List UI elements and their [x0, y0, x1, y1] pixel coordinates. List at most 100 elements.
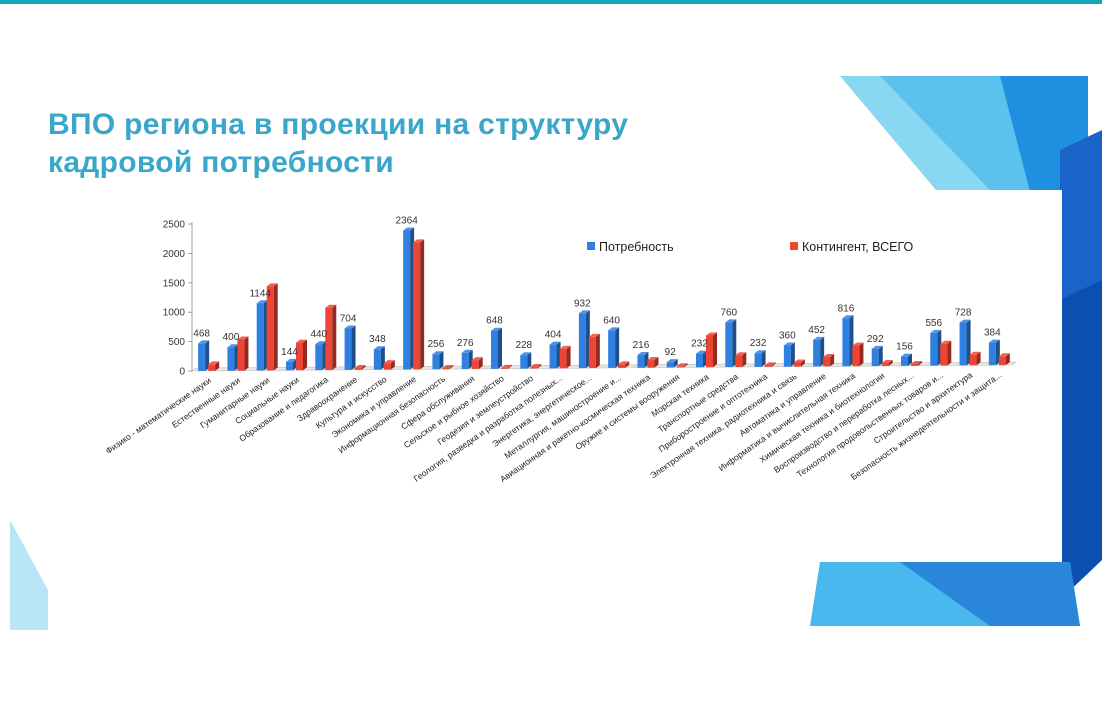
- bar-need-11: [491, 330, 498, 369]
- bar-contingent-22: [823, 356, 831, 367]
- bar-side-contingent-7: [390, 360, 395, 370]
- bar-side-contingent-4: [303, 339, 307, 371]
- bar-need-6: [344, 328, 352, 370]
- bar-top-contingent-3: [266, 283, 278, 287]
- bar-contingent-18: [706, 335, 713, 368]
- bar-side-contingent-13: [566, 345, 571, 369]
- value-label-7: 348: [369, 334, 386, 345]
- bar-top-need-20: [754, 350, 766, 354]
- bar-side-need-25: [908, 353, 912, 366]
- bar-top-need-16: [637, 352, 649, 356]
- bar-top-contingent-13: [559, 345, 571, 349]
- bar-need-25: [901, 356, 908, 366]
- value-label-12: 228: [515, 340, 532, 351]
- bar-side-contingent-10: [478, 357, 483, 369]
- bar-contingent-23: [852, 345, 860, 367]
- bar-top-contingent-25: [911, 360, 922, 364]
- bar-contingent-8: [413, 242, 421, 370]
- bar-top-need-4: [286, 358, 297, 362]
- bar-contingent-17: [676, 366, 684, 368]
- bar-contingent-9: [442, 367, 450, 370]
- value-label-8: 2364: [396, 215, 419, 226]
- bar-need-24: [871, 348, 879, 367]
- page-title: ВПО региона в проекции на структуру кадр…: [48, 106, 628, 182]
- bar-contingent-6: [354, 368, 362, 370]
- bar-side-need-1: [205, 340, 210, 371]
- bar-side-need-9: [439, 351, 444, 370]
- bar-top-need-18: [696, 350, 707, 354]
- value-label-6: 704: [340, 313, 357, 324]
- bar-top-need-28: [988, 339, 1000, 343]
- bar-side-contingent-15: [625, 361, 630, 368]
- chart-panel: [184, 190, 1062, 562]
- bar-contingent-5: [325, 307, 333, 371]
- bar-top-contingent-6: [354, 365, 366, 369]
- bar-need-21: [783, 345, 791, 367]
- y-tick-label: 1000: [163, 308, 186, 319]
- bar-top-contingent-11: [501, 364, 512, 368]
- top-accent-bar: [0, 0, 1102, 4]
- bar-top-contingent-17: [676, 363, 688, 367]
- bar-need-22: [813, 339, 821, 367]
- bar-top-need-14: [578, 310, 590, 314]
- bar-top-need-15: [608, 327, 620, 331]
- bar-side-contingent-28: [1005, 353, 1010, 366]
- chart-legend: Потребность Контингент, ВСЕГО: [587, 240, 914, 254]
- bar-contingent-28: [998, 356, 1006, 366]
- bar-top-contingent-1: [208, 361, 220, 365]
- bar-side-need-12: [527, 352, 532, 369]
- chart-bars: [198, 227, 1010, 371]
- bar-top-contingent-26: [940, 340, 952, 344]
- bar-side-contingent-18: [713, 332, 717, 368]
- bar-contingent-2: [237, 339, 245, 371]
- bar-top-need-11: [491, 327, 502, 331]
- value-label-17: 92: [665, 347, 677, 358]
- bar-side-contingent-1: [215, 361, 220, 371]
- value-label-14: 932: [574, 298, 591, 309]
- bar-side-contingent-8: [420, 239, 425, 370]
- bar-top-contingent-18: [706, 332, 717, 336]
- bar-side-contingent-11: [508, 364, 512, 369]
- legend-swatch-contingent: [790, 242, 798, 250]
- bar-need-8: [403, 230, 411, 370]
- bar-top-need-2: [227, 344, 239, 348]
- bar-top-contingent-22: [823, 353, 835, 357]
- bar-top-contingent-23: [852, 342, 864, 346]
- bar-need-17: [666, 362, 674, 368]
- bar-top-need-3: [256, 300, 268, 304]
- bar-side-contingent-20: [771, 362, 776, 367]
- bar-side-contingent-16: [654, 357, 659, 368]
- value-label-21: 360: [779, 331, 796, 342]
- bar-top-contingent-15: [618, 361, 630, 365]
- bar-side-contingent-24: [888, 360, 893, 366]
- value-label-19: 760: [720, 307, 737, 318]
- bar-side-contingent-27: [976, 351, 981, 366]
- deco-shape-left: [10, 520, 48, 630]
- legend-label-contingent: Контингент, ВСЕГО: [802, 240, 914, 254]
- bar-need-18: [696, 353, 703, 368]
- bar-side-need-27: [966, 319, 971, 366]
- bar-top-contingent-9: [442, 364, 454, 368]
- chart-category-labels: Физико - математические наукиЕстественны…: [104, 370, 1004, 485]
- bar-top-contingent-10: [471, 357, 483, 361]
- bar-top-need-8: [403, 227, 415, 231]
- bar-contingent-26: [940, 343, 948, 366]
- value-label-23: 816: [838, 303, 855, 314]
- bar-contingent-25: [911, 363, 918, 366]
- value-label-16: 216: [633, 340, 650, 351]
- bar-side-contingent-26: [947, 340, 952, 366]
- legend-swatch-need: [587, 242, 595, 250]
- bar-top-need-13: [549, 341, 561, 345]
- bar-side-need-19: [732, 319, 737, 368]
- bar-side-need-15: [615, 327, 620, 368]
- bar-top-contingent-2: [237, 336, 249, 340]
- x-tick-label-1: Физико - математические науки: [104, 375, 213, 456]
- bar-top-need-26: [930, 329, 942, 333]
- title-line-2: кадровой потребности: [48, 146, 394, 179]
- bar-side-contingent-6: [361, 365, 366, 370]
- value-label-10: 276: [457, 338, 474, 349]
- value-label-1: 468: [193, 328, 210, 339]
- value-label-13: 404: [545, 330, 562, 341]
